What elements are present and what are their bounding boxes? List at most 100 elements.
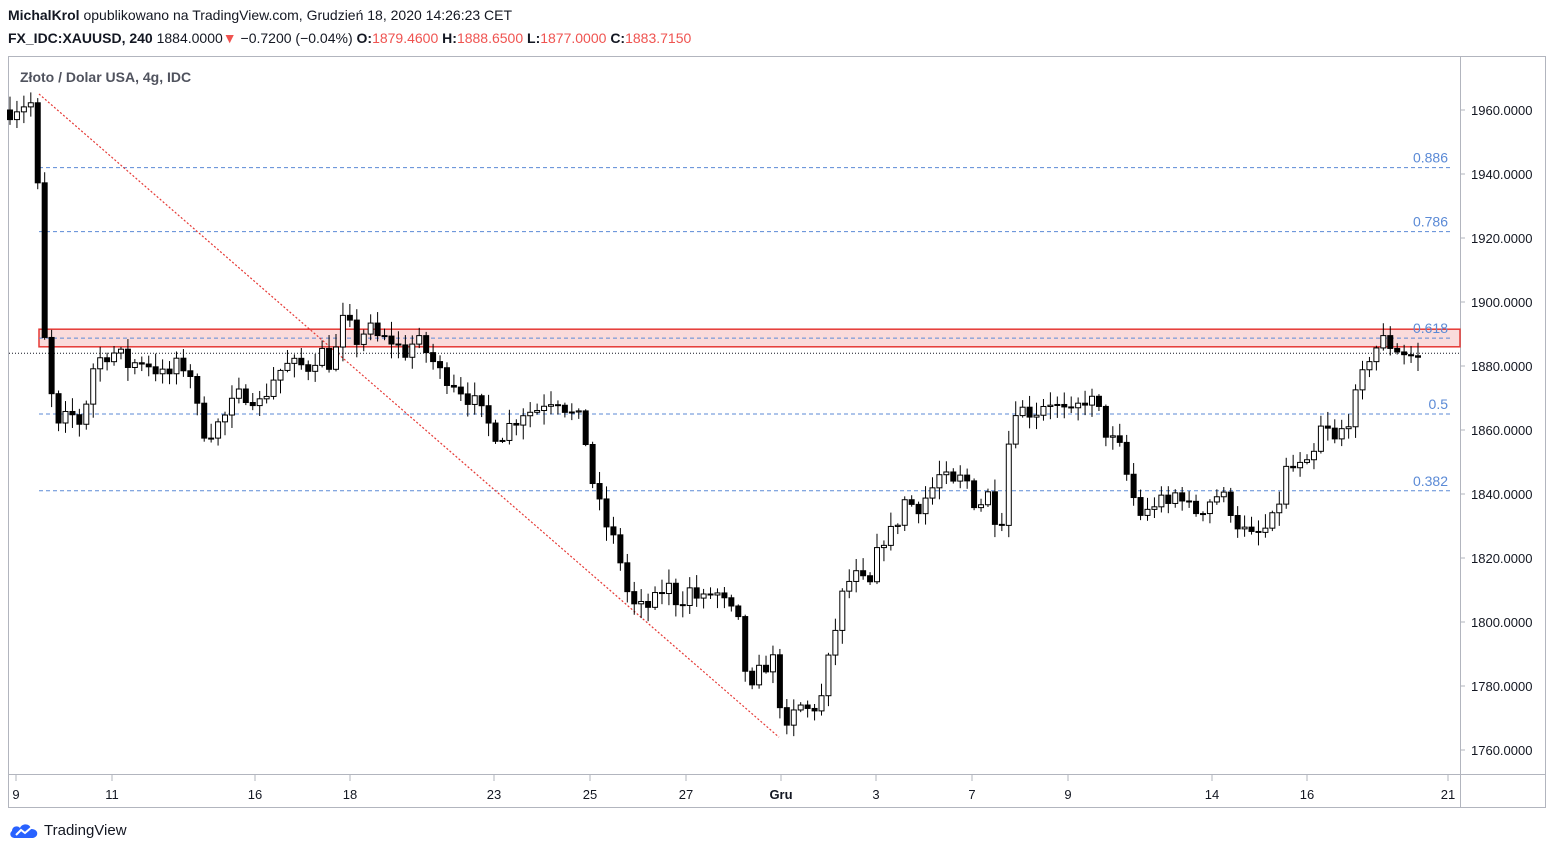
candle-109 (763, 655, 770, 674)
tradingview-cloud-icon[interactable] (8, 820, 40, 840)
candle-10 (76, 408, 83, 437)
candle-body (589, 444, 596, 485)
candle-148 (1033, 402, 1040, 430)
candle-73 (513, 419, 520, 436)
candle-140 (978, 498, 985, 512)
candle-body (423, 335, 430, 354)
candle-65 (457, 377, 464, 401)
candle-body (610, 526, 617, 536)
candle-112 (783, 699, 790, 735)
candle-body (374, 322, 381, 337)
candle-body (1123, 441, 1130, 475)
candle-body (1040, 405, 1047, 416)
candle-166 (1158, 486, 1165, 513)
candle-body (735, 605, 742, 618)
candle-27 (194, 373, 201, 416)
candle-13 (97, 346, 104, 382)
candle-151 (1054, 396, 1061, 418)
candle-55 (388, 321, 395, 359)
candle-body (964, 474, 971, 482)
candle-body (117, 348, 124, 354)
candle-body (1408, 354, 1415, 357)
candle-102 (714, 588, 721, 609)
candle-181 (1262, 514, 1269, 538)
candle-body (312, 364, 319, 372)
candle-body (270, 379, 277, 397)
candle-body (714, 592, 721, 596)
candle-body (222, 414, 229, 423)
candle-body (249, 402, 256, 407)
candle-body (1012, 415, 1019, 445)
chart-frame (8, 56, 1546, 808)
candle-body (686, 587, 693, 606)
candle-body (1186, 500, 1193, 503)
brand-name[interactable]: TradingView (44, 821, 127, 839)
candle-77 (541, 394, 548, 425)
candle-192 (1338, 419, 1345, 447)
candle-body (48, 336, 55, 395)
candle-91 (638, 589, 645, 619)
candle-87 (610, 516, 617, 544)
candle-body (894, 524, 901, 527)
candle-88 (617, 528, 624, 571)
open-label: O: (356, 30, 373, 46)
candle-100 (700, 588, 707, 609)
candle-body (395, 343, 402, 346)
candle-body (1137, 497, 1144, 516)
candle-173 (1206, 499, 1213, 524)
candle-107 (749, 667, 756, 690)
candle-136 (950, 468, 957, 484)
x-tick-6: 27 (679, 787, 693, 802)
candle-body (700, 593, 707, 599)
candle-99 (693, 575, 700, 607)
candle-body (818, 695, 825, 712)
candle-34 (242, 384, 249, 406)
x-tick-1: 11 (105, 787, 119, 802)
candle-200 (1394, 343, 1401, 355)
candle-51 (360, 329, 367, 352)
x-tick-10: 9 (1064, 787, 1071, 802)
candle-144 (1005, 430, 1012, 538)
candle-body (971, 480, 978, 509)
candle-132 (922, 486, 929, 525)
symbol-label: FX_IDC:XAUUSD, 240 (8, 30, 153, 46)
candle-body (1082, 402, 1089, 406)
candle-2 (20, 95, 27, 124)
candle-body (839, 590, 846, 631)
candle-114 (797, 702, 804, 713)
candle-body (388, 335, 395, 345)
candle-body (991, 491, 998, 525)
candle-169 (1179, 486, 1186, 511)
candle-body (783, 707, 790, 726)
down-arrow-icon: ▼ (222, 30, 237, 46)
candle-body (769, 654, 776, 673)
footer: TradingView (8, 820, 127, 840)
candle-body (124, 348, 131, 368)
candle-196 (1366, 356, 1373, 378)
candle-90 (631, 581, 638, 615)
candle-body (360, 333, 367, 345)
candle-130 (908, 495, 915, 507)
candle-body (1095, 395, 1102, 407)
candle-98 (686, 577, 693, 614)
y-tick-3: 1900.0000 (1471, 295, 1532, 310)
candle-93 (652, 586, 659, 610)
candle-body (242, 388, 249, 404)
candle-body (707, 593, 714, 596)
candle-body (104, 357, 111, 363)
candle-32 (228, 385, 235, 428)
candle-body (1255, 530, 1262, 533)
candle-3 (27, 92, 34, 117)
author-name[interactable]: MichalKrol (8, 7, 80, 23)
candle-body (832, 629, 839, 656)
candle-23 (166, 361, 173, 385)
y-tick-0: 1960.0000 (1471, 103, 1532, 118)
candle-37 (263, 383, 270, 404)
candle-body (880, 544, 887, 549)
candle-body (111, 352, 118, 363)
candle-125 (873, 533, 880, 585)
candle-137 (957, 465, 964, 489)
candle-41 (291, 354, 298, 378)
candle-203 (1415, 342, 1421, 371)
